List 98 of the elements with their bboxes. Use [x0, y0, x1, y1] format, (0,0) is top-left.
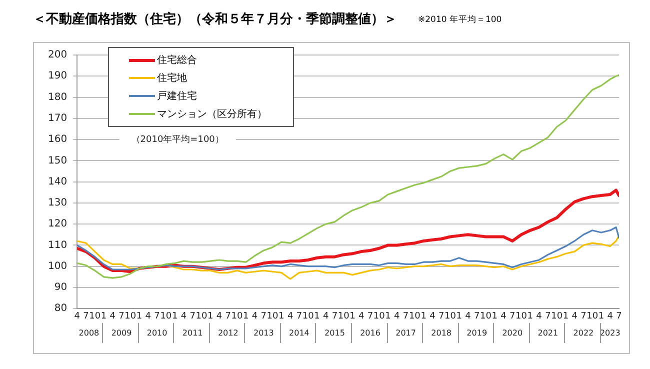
x-tick-label: 7: [367, 311, 374, 322]
y-tick-label: 90: [54, 282, 68, 294]
x-tick-label: 1: [492, 311, 498, 322]
y-tick-label: 110: [48, 240, 68, 251]
x-tick-label: 1: [527, 311, 534, 322]
x2-tick-label: 2023: [600, 328, 620, 338]
x2-tick-label: 2020: [502, 328, 523, 338]
x2-tick-label: 2018: [431, 328, 452, 338]
x-tick-label: 7: [580, 311, 586, 322]
x-tick-label: 10: [444, 311, 456, 322]
legend-label: 住宅総合: [157, 54, 198, 67]
x-tick-label: 1: [385, 311, 391, 322]
x-tick-label: 1: [172, 311, 178, 322]
x-tick-label: 7: [474, 311, 480, 322]
x-tick-label: 4: [500, 311, 507, 322]
x-tick-label: 10: [408, 311, 421, 322]
x-tick-label: 4: [74, 311, 80, 322]
x-tick-label: 10: [586, 311, 598, 322]
y-tick-label: 120: [48, 218, 68, 230]
y-tick-label: 180: [48, 92, 68, 103]
chart-title: ＜不動産価格指数（住宅）（令和５年７月分・季節調整値）＞: [33, 10, 397, 28]
x-tick-label: 1: [136, 311, 142, 322]
x-tick-label: 4: [145, 311, 152, 322]
x-tick-label: 1: [562, 311, 569, 322]
x-tick-label: 4: [180, 311, 187, 322]
x2-tick-label: 2009: [111, 328, 132, 338]
x-tick-label: 10: [266, 311, 279, 322]
x-tick-label: 7: [118, 311, 124, 322]
x-tick-label: 1: [100, 311, 107, 322]
x2-tick-label: 2012: [218, 328, 238, 338]
x-tick-label: 7: [402, 311, 409, 322]
x-tick-label: 10: [373, 311, 386, 322]
x-tick-label: 10: [160, 311, 172, 322]
annotation: （2010年平均=100）: [131, 134, 224, 145]
x-tick-label: 7: [545, 311, 551, 322]
x2-tick-label: 2010: [146, 328, 168, 338]
legend-label: 住宅地: [157, 72, 188, 85]
x-tick-label: 7: [83, 311, 89, 322]
x-tick-label: 10: [302, 311, 314, 322]
x-tick-label: 4: [110, 311, 116, 322]
x-tick-label: 7: [296, 311, 302, 322]
x-tick-label: 7: [190, 311, 196, 322]
x-tick-label: 1: [314, 311, 320, 322]
x-tick-label: 4: [572, 311, 578, 322]
x-tick-label: 4: [287, 311, 294, 322]
x-tick-label: 7: [154, 311, 160, 322]
x2-tick-label: 2017: [396, 328, 416, 338]
x-tick-label: 10: [124, 311, 136, 322]
x-tick-label: 10: [196, 311, 208, 322]
x-tick-label: 4: [536, 311, 542, 322]
x-tick-label: 4: [607, 311, 614, 322]
x-tick-label: 1: [207, 311, 214, 322]
x-tick-label: 7: [510, 311, 516, 322]
y-tick-label: 200: [48, 50, 68, 61]
x-tick-label: 7: [260, 311, 267, 322]
x-tick-label: 1: [278, 311, 284, 322]
chart-subtitle: ※2010 年平均＝100: [418, 14, 502, 26]
legend-label: 戸建住宅: [157, 90, 198, 103]
x-tick-label: 4: [322, 311, 329, 322]
y-tick-label: 100: [48, 260, 68, 272]
x2-tick-label: 2014: [289, 328, 310, 338]
x-tick-label: 4: [394, 311, 400, 322]
x2-tick-label: 2022: [573, 328, 594, 338]
x2-tick-label: 2019: [466, 328, 488, 338]
x-tick-label: 10: [89, 311, 101, 322]
x-tick-label: 1: [420, 311, 426, 322]
y-tick-label: 160: [48, 134, 68, 146]
x2-tick-label: 2015: [324, 328, 345, 338]
x2-tick-label: 2011: [182, 328, 203, 338]
x-tick-label: 1: [243, 311, 249, 322]
x-tick-label: 4: [252, 311, 258, 322]
x-tick-label: 10: [338, 311, 350, 322]
x-tick-label: 1: [350, 311, 356, 322]
x2-tick-label: 2013: [253, 328, 274, 338]
x2-tick-label: 2008: [78, 328, 100, 338]
y-tick-label: 190: [48, 70, 68, 82]
y-tick-label: 130: [48, 198, 68, 209]
x2-tick-label: 2021: [538, 328, 558, 338]
x-tick-label: 7: [438, 311, 444, 322]
y-tick-label: 140: [48, 176, 68, 188]
x-tick-label: 10: [480, 311, 492, 322]
x-tick-label: 7: [332, 311, 338, 322]
x-tick-label: 4: [216, 311, 222, 322]
x-tick-label: 1: [456, 311, 462, 322]
y-tick-label: 170: [48, 112, 68, 124]
x-tick-label: 10: [231, 311, 243, 322]
x-tick-label: 7: [225, 311, 231, 322]
x-tick-label: 10: [551, 311, 563, 322]
y-tick-label: 80: [54, 303, 68, 314]
x-tick-label: 4: [430, 311, 436, 322]
legend-label: マンション（区分所有）: [157, 108, 268, 121]
x2-tick-label: 2016: [360, 328, 380, 338]
x-tick-label: 4: [358, 311, 364, 322]
x-tick-label: 1: [598, 311, 604, 322]
x-tick-label: 7: [616, 311, 622, 322]
x-tick-label: 4: [465, 311, 472, 322]
x-tick-label: 10: [516, 311, 528, 322]
y-tick-label: 150: [48, 155, 68, 166]
